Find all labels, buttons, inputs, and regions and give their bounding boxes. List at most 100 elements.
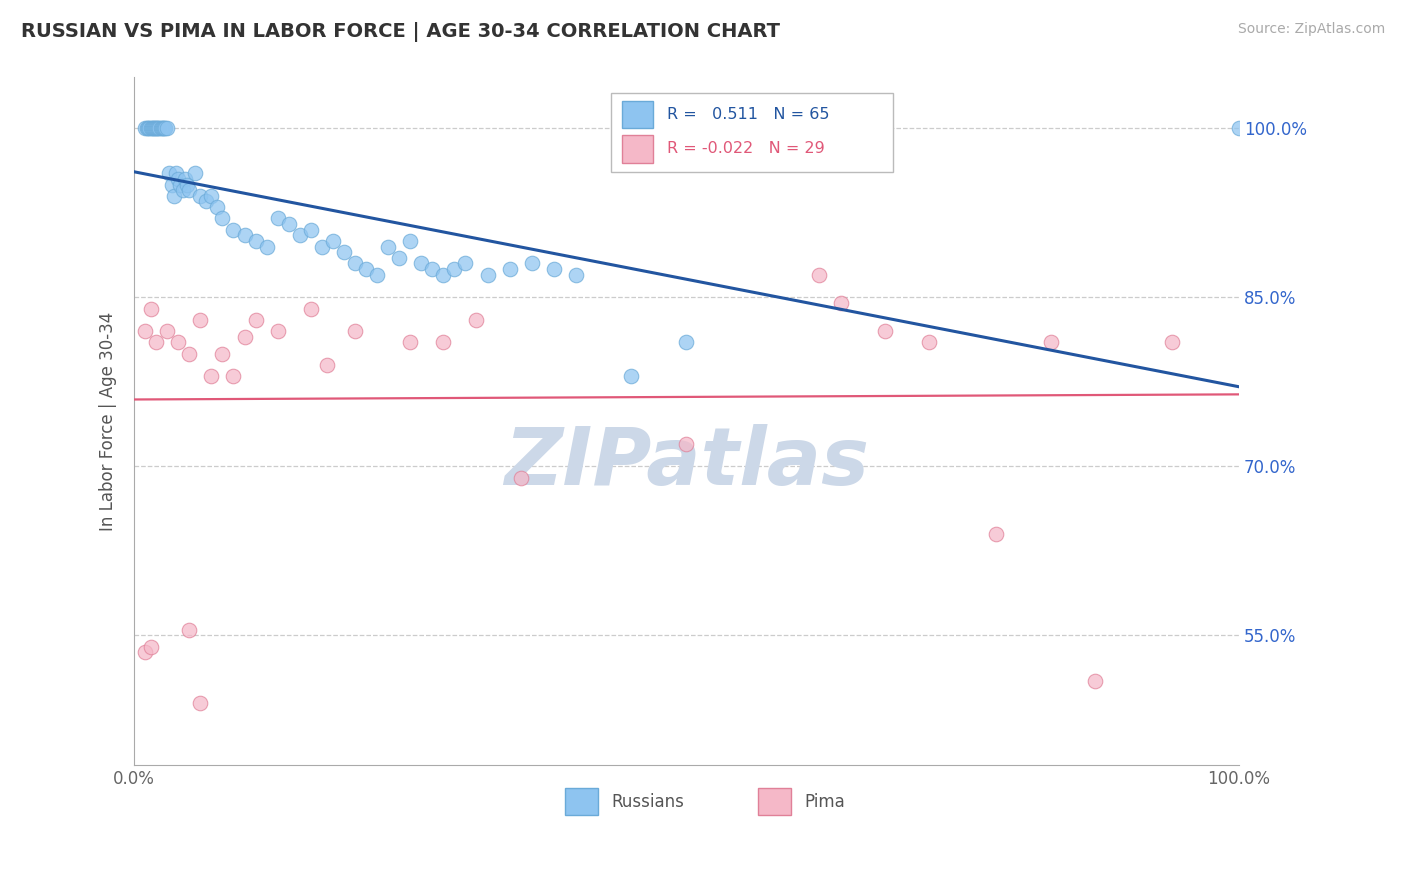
Point: [245, 234, 267, 248]
Point: [153, 121, 176, 136]
Point: [918, 335, 941, 350]
Point: [188, 313, 211, 327]
Point: [134, 324, 156, 338]
Point: [399, 234, 422, 248]
Point: [454, 256, 477, 270]
Point: [311, 239, 333, 253]
Point: [343, 256, 366, 270]
Text: ZIPatlas: ZIPatlas: [503, 424, 869, 501]
Point: [142, 121, 165, 136]
Point: [565, 268, 588, 282]
Point: [277, 217, 299, 231]
Point: [675, 335, 697, 350]
Point: [143, 121, 166, 136]
Text: Pima: Pima: [804, 793, 845, 811]
Point: [388, 251, 411, 265]
Point: [194, 194, 217, 209]
Text: R = -0.022   N = 29: R = -0.022 N = 29: [666, 142, 824, 156]
Point: [179, 346, 201, 360]
Point: [148, 121, 170, 136]
Point: [188, 189, 211, 203]
Point: [200, 189, 222, 203]
Point: [498, 262, 520, 277]
FancyBboxPatch shape: [623, 136, 654, 162]
Point: [179, 623, 201, 637]
FancyBboxPatch shape: [758, 789, 792, 814]
Point: [233, 329, 256, 343]
Point: [222, 369, 245, 384]
Point: [139, 301, 162, 316]
Point: [233, 228, 256, 243]
Point: [675, 437, 697, 451]
Point: [984, 527, 1007, 541]
Point: [399, 335, 422, 350]
Point: [543, 262, 565, 277]
Point: [142, 121, 165, 136]
Point: [152, 121, 174, 136]
Point: [145, 335, 167, 350]
Point: [146, 121, 169, 136]
Point: [163, 189, 186, 203]
Point: [156, 324, 179, 338]
Point: [245, 313, 267, 327]
FancyBboxPatch shape: [565, 789, 598, 814]
Point: [465, 313, 488, 327]
Text: RUSSIAN VS PIMA IN LABOR FORCE | AGE 30-34 CORRELATION CHART: RUSSIAN VS PIMA IN LABOR FORCE | AGE 30-…: [21, 22, 780, 42]
Point: [299, 222, 322, 236]
Point: [138, 121, 160, 136]
Point: [256, 239, 278, 253]
Point: [299, 301, 322, 316]
Point: [1084, 673, 1107, 688]
Point: [1161, 335, 1184, 350]
Point: [139, 121, 162, 136]
Point: [509, 470, 531, 484]
Text: Source: ZipAtlas.com: Source: ZipAtlas.com: [1237, 22, 1385, 37]
Point: [188, 696, 211, 710]
Point: [138, 121, 160, 136]
Point: [172, 183, 194, 197]
Point: [343, 324, 366, 338]
Point: [176, 178, 198, 192]
Point: [432, 335, 454, 350]
Point: [148, 121, 170, 136]
Point: [411, 256, 433, 270]
Point: [620, 369, 643, 384]
Point: [432, 268, 454, 282]
Point: [134, 121, 156, 136]
Point: [266, 324, 288, 338]
Point: [156, 121, 179, 136]
Point: [520, 256, 543, 270]
Point: [173, 172, 195, 186]
Point: [205, 200, 228, 214]
Text: R =   0.511   N = 65: R = 0.511 N = 65: [666, 107, 830, 122]
Point: [134, 645, 156, 659]
Point: [222, 222, 245, 236]
Point: [333, 245, 356, 260]
Point: [149, 121, 172, 136]
Point: [167, 335, 190, 350]
FancyBboxPatch shape: [623, 101, 654, 128]
Point: [136, 121, 159, 136]
Point: [165, 166, 187, 180]
Point: [875, 324, 897, 338]
Point: [354, 262, 377, 277]
Point: [830, 296, 852, 310]
Point: [1227, 121, 1250, 136]
Point: [211, 346, 233, 360]
Point: [420, 262, 443, 277]
Point: [322, 234, 344, 248]
Point: [200, 369, 222, 384]
Point: [266, 211, 288, 226]
Point: [150, 121, 173, 136]
Point: [316, 358, 339, 372]
Text: Russians: Russians: [612, 793, 685, 811]
Point: [160, 178, 183, 192]
Point: [153, 121, 176, 136]
Point: [377, 239, 399, 253]
Point: [157, 166, 180, 180]
Y-axis label: In Labor Force | Age 30-34: In Labor Force | Age 30-34: [100, 311, 117, 531]
Point: [184, 166, 207, 180]
Point: [179, 183, 201, 197]
Point: [366, 268, 388, 282]
Point: [169, 178, 191, 192]
